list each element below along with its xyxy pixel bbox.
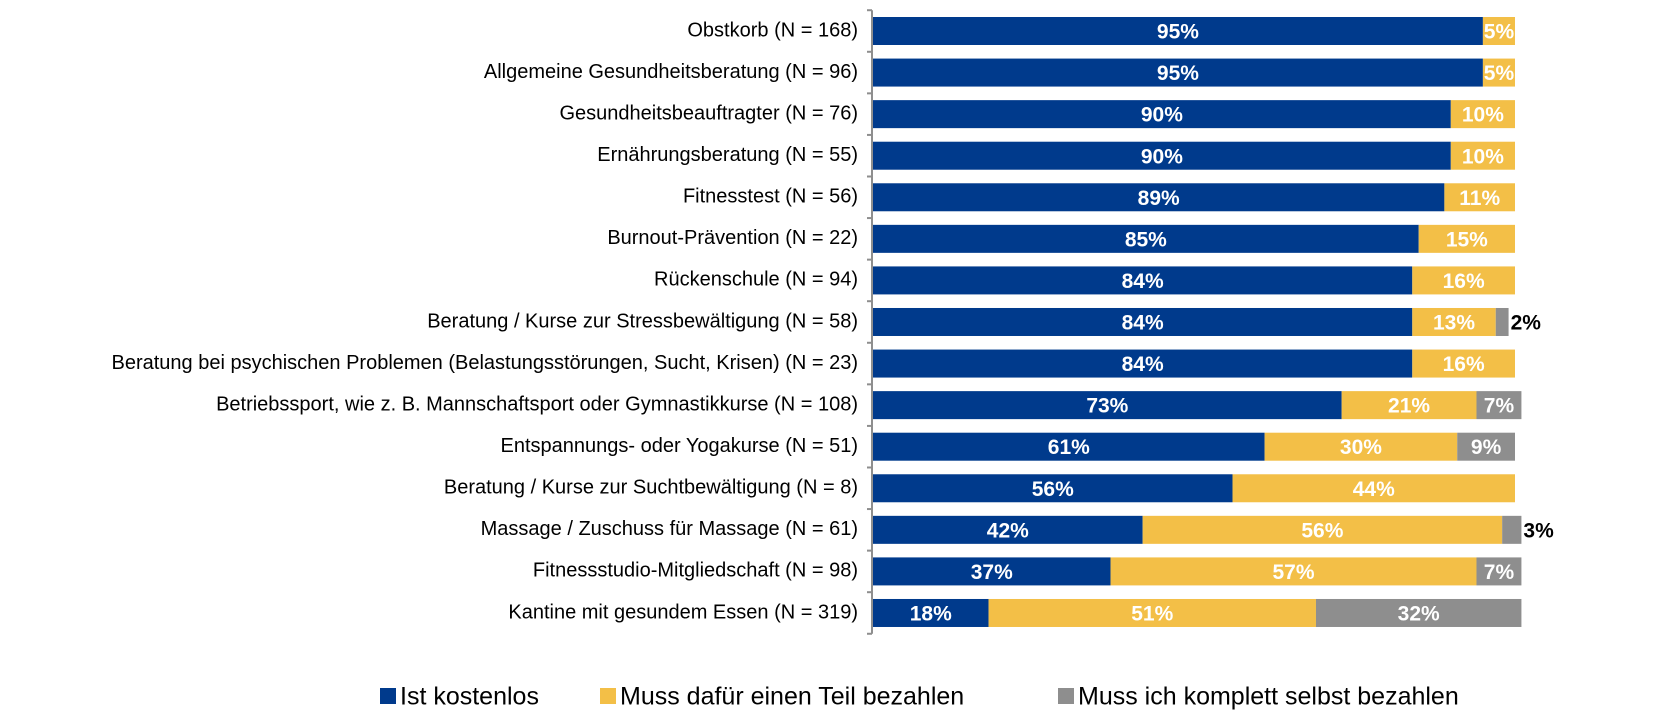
bar-segment: [1341, 391, 1477, 420]
legend-label: Ist kostenlos: [400, 683, 539, 711]
value-label: 89%: [1138, 187, 1180, 210]
value-label: 90%: [1141, 104, 1183, 127]
value-label: 84%: [1122, 270, 1164, 293]
bar-segment: [1142, 515, 1503, 544]
value-label: 18%: [910, 603, 952, 626]
value-label: 10%: [1462, 104, 1504, 127]
value-label: 16%: [1443, 353, 1485, 376]
bar-segment: [873, 58, 1483, 87]
bar-segment: [873, 598, 989, 627]
bar-segment: [1110, 557, 1477, 586]
bar-segment: [873, 349, 1413, 378]
category-label: Rückenschule (N = 94): [654, 269, 858, 291]
bar-segment: [873, 307, 1413, 336]
value-label: 7%: [1484, 561, 1515, 584]
category-label: Beratung / Kurse zur Stressbewältigung (…: [427, 310, 858, 332]
category-label: Obstkorb (N = 168): [687, 19, 858, 41]
legend-label: Muss dafür einen Teil bezahlen: [620, 683, 964, 711]
bar-segment: [1315, 598, 1522, 627]
value-label: 85%: [1125, 228, 1167, 251]
bar-segment: [873, 141, 1451, 170]
value-label: 90%: [1141, 145, 1183, 168]
bar-segment: [873, 391, 1342, 420]
category-label: Entspannungs- oder Yogakurse (N = 51): [501, 435, 858, 457]
category-label: Burnout-Prävention (N = 22): [607, 227, 858, 249]
bar-segment: [1502, 515, 1522, 544]
category-label: Fitnesstest (N = 56): [683, 186, 858, 208]
bar-segment: [873, 183, 1445, 212]
bar-segment: [1418, 224, 1515, 253]
category-label: Fitnessstudio-Mitgliedschaft (N = 98): [533, 560, 858, 582]
bar-segment: [1412, 349, 1515, 378]
bar-segment: [1495, 307, 1509, 336]
value-label: 57%: [1272, 561, 1314, 584]
bar-segment: [873, 100, 1451, 129]
bar-segment: [1412, 266, 1515, 295]
bar-segment: [873, 474, 1233, 503]
value-label: 84%: [1122, 353, 1164, 376]
bar-segment: [873, 224, 1419, 253]
value-label: 5%: [1484, 62, 1515, 85]
category-label: Allgemeine Gesundheitsberatung (N = 96): [484, 61, 858, 83]
category-label: Kantine mit gesundem Essen (N = 319): [508, 601, 858, 623]
value-label: 56%: [1032, 478, 1074, 501]
category-label: Betriebssport, wie z. B. Mannschaftsport…: [216, 393, 858, 415]
category-label: Gesundheitsbeauftragter (N = 76): [559, 102, 858, 124]
value-label: 2%: [1511, 312, 1542, 335]
value-label: 16%: [1443, 270, 1485, 293]
value-label: 30%: [1340, 436, 1382, 459]
bar-segment: [1232, 474, 1515, 503]
bar-segment: [873, 515, 1143, 544]
value-label: 37%: [971, 561, 1013, 584]
value-label: 3%: [1523, 519, 1554, 542]
category-label: Massage / Zuschuss für Massage (N = 61): [481, 518, 858, 540]
category-label: Beratung bei psychischen Problemen (Bela…: [111, 352, 858, 374]
value-label: 51%: [1131, 603, 1173, 626]
value-label: 61%: [1048, 436, 1090, 459]
bar-segment: [1482, 17, 1515, 45]
value-label: 95%: [1157, 62, 1199, 85]
value-label: 11%: [1459, 187, 1500, 210]
bar-segment: [873, 17, 1483, 45]
value-label: 9%: [1471, 436, 1502, 459]
legend-swatch: [380, 688, 396, 704]
value-label: 95%: [1157, 21, 1199, 44]
bar-segment: [1476, 391, 1522, 420]
legend-label: Muss ich komplett selbst bezahlen: [1078, 683, 1459, 711]
bar-segment: [873, 432, 1265, 461]
bar-segment: [873, 557, 1111, 586]
category-label: Ernährungsberatung (N = 55): [597, 144, 858, 166]
bar-segment: [873, 266, 1413, 295]
value-label: 13%: [1433, 312, 1475, 335]
bar-segment: [1444, 183, 1515, 212]
value-label: 15%: [1446, 228, 1488, 251]
value-label: 21%: [1388, 395, 1430, 418]
value-label: 5%: [1484, 21, 1515, 44]
value-label: 7%: [1484, 395, 1515, 418]
bar-segment: [988, 598, 1316, 627]
value-label: 32%: [1398, 603, 1440, 626]
value-label: 42%: [987, 519, 1029, 542]
bar-segment: [1450, 141, 1515, 170]
bar-segment: [1264, 432, 1458, 461]
bar-segment: [1482, 58, 1515, 87]
category-label: Beratung / Kurse zur Suchtbewältigung (N…: [444, 477, 858, 499]
bar-segment: [1457, 432, 1515, 461]
bar-segment: [1476, 557, 1522, 586]
value-label: 56%: [1301, 519, 1343, 542]
value-label: 84%: [1122, 312, 1164, 335]
value-label: 44%: [1353, 478, 1395, 501]
value-label: 10%: [1462, 145, 1504, 168]
legend-swatch: [600, 688, 616, 704]
legend-swatch: [1058, 688, 1074, 704]
bar-segment: [1412, 307, 1496, 336]
bar-segment: [1450, 100, 1515, 129]
value-label: 73%: [1086, 395, 1128, 418]
